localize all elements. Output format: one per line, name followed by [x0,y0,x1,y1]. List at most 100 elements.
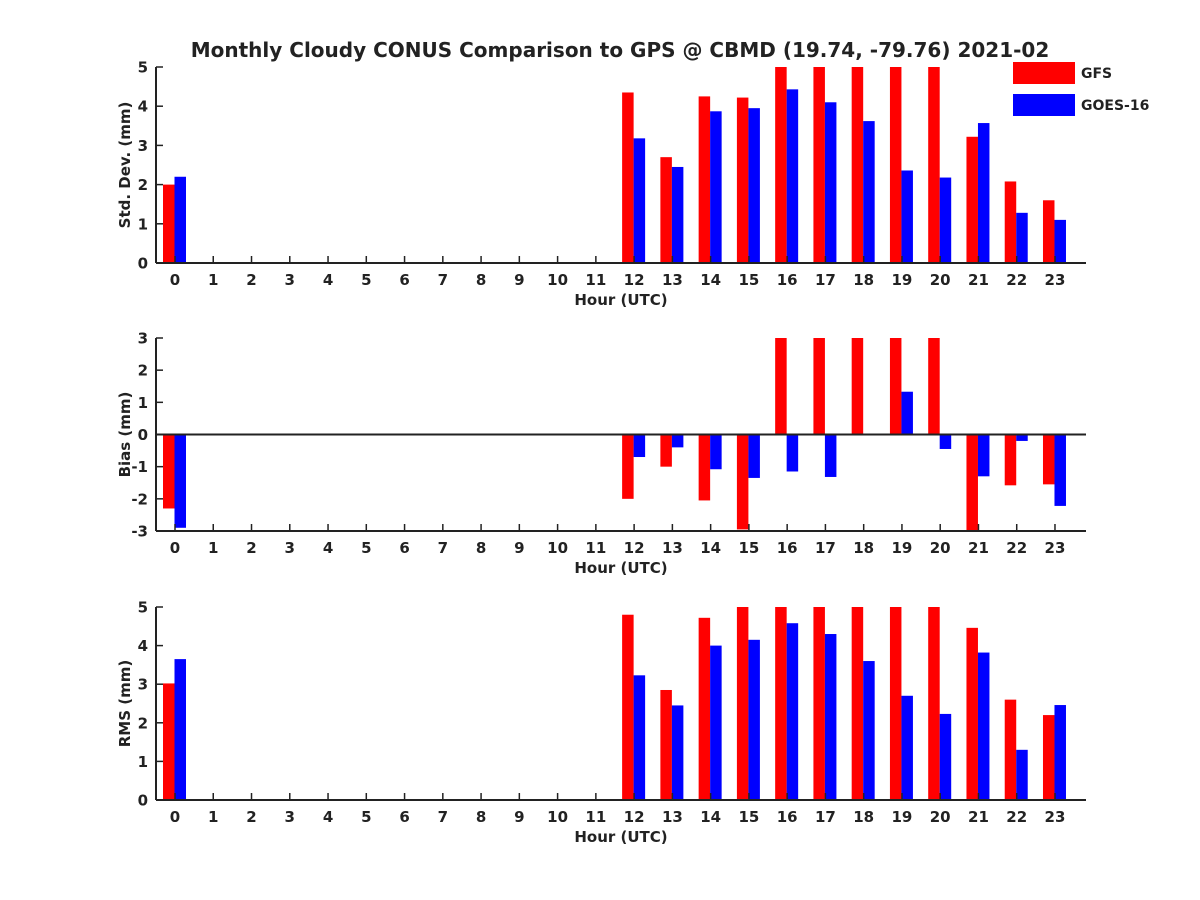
x-tick-label: 6 [399,808,409,826]
x-tick-label: 2 [246,539,256,557]
x-tick-label: 0 [170,539,180,557]
bar-goes-16-hour-23 [1054,705,1066,800]
y-axis-label: Std. Dev. (mm) [116,102,134,229]
x-tick-label: 23 [1045,539,1066,557]
x-tick-label: 14 [700,808,721,826]
x-tick-label: 18 [853,808,874,826]
y-tick-label: -3 [131,523,148,541]
y-axis-label: RMS (mm) [116,660,134,747]
y-tick-label: 1 [138,394,148,412]
y-tick-label: 1 [138,215,148,233]
x-tick-label: 5 [361,808,371,826]
y-tick-label: 2 [138,176,148,194]
bar-goes-16-hour-15 [748,639,760,800]
bar-goes-16-hour-14 [710,434,722,470]
x-tick-label: 2 [246,808,256,826]
bar-goes-16-hour-12 [633,138,646,263]
x-tick-label: 13 [662,271,683,289]
bar-gfs-hour-19 [889,67,902,263]
x-tick-label: 10 [547,271,568,289]
bar-gfs-hour-21 [966,627,978,800]
bar-gfs-hour-15 [736,607,749,800]
bar-goes-16-hour-16 [786,623,799,800]
y-tick-label: 0 [138,426,148,444]
bar-goes-16-hour-19 [901,391,913,435]
x-tick-label: 13 [662,808,683,826]
x-tick-label: 21 [968,539,989,557]
bar-goes-16-hour-18 [863,661,875,800]
y-tick-label: -2 [131,490,148,508]
x-tick-label: 4 [323,271,333,289]
x-tick-label: 8 [476,539,486,557]
x-tick-label: 22 [1006,271,1027,289]
bar-goes-16-hour-22 [1016,749,1028,800]
bar-goes-16-hour-16 [786,89,799,264]
x-tick-label: 3 [285,808,295,826]
x-tick-label: 12 [624,271,645,289]
x-tick-label: 6 [399,539,409,557]
x-axis-label: Hour (UTC) [574,828,667,846]
x-tick-label: 9 [514,808,524,826]
bar-gfs-hour-22 [1004,181,1017,263]
x-tick-label: 8 [476,271,486,289]
x-tick-label: 18 [853,539,874,557]
bar-goes-16-hour-21 [977,652,990,800]
bar-gfs-hour-22 [1004,699,1017,800]
bar-gfs-hour-23 [1042,434,1055,485]
bar-goes-16-hour-23 [1054,219,1066,263]
bar-goes-16-hour-17 [824,634,837,800]
x-tick-label: 14 [700,539,721,557]
bar-gfs-hour-13 [660,689,672,800]
bar-goes-16-hour-22 [1016,212,1028,263]
bar-gfs-hour-15 [736,97,749,264]
x-tick-label: 10 [547,808,568,826]
x-tick-label: 9 [514,271,524,289]
bar-gfs-hour-17 [813,338,825,435]
bar-gfs-hour-18 [851,607,864,800]
x-tick-label: 10 [547,539,568,557]
x-tick-label: 12 [624,539,645,557]
bar-goes-16-hour-15 [748,434,760,478]
bar-goes-16-hour-12 [633,434,646,458]
bar-gfs-hour-14 [698,434,711,501]
y-tick-label: 4 [138,637,148,655]
bar-gfs-hour-16 [775,67,787,263]
bar-goes-16-hour-13 [671,166,684,263]
bar-gfs-hour-19 [889,338,902,435]
bar-goes-16-hour-0 [174,434,186,528]
x-tick-label: 21 [968,808,989,826]
y-tick-label: 4 [138,98,148,116]
y-tick-label: -1 [131,458,148,476]
bar-goes-16-hour-14 [710,111,722,264]
bar-gfs-hour-16 [775,607,787,800]
x-tick-label: 4 [323,808,333,826]
x-tick-label: 14 [700,271,721,289]
y-tick-label: 3 [138,137,148,155]
x-axis-label: Hour (UTC) [574,291,667,309]
bar-gfs-hour-20 [928,607,940,800]
bar-goes-16-hour-16 [786,434,799,472]
bar-goes-16-hour-13 [671,705,684,800]
bar-goes-16-hour-15 [748,108,760,263]
bar-goes-16-hour-14 [710,645,722,800]
bar-goes-16-hour-18 [863,121,875,263]
bar-gfs-hour-0 [163,683,175,800]
x-tick-label: 15 [738,539,759,557]
x-tick-label: 20 [930,539,951,557]
x-tick-label: 12 [624,808,645,826]
bar-goes-16-hour-17 [824,434,837,477]
x-tick-label: 6 [399,271,409,289]
bar-gfs-hour-13 [660,434,672,467]
bar-gfs-hour-21 [966,136,978,263]
bar-goes-16-hour-12 [633,675,646,800]
y-tick-label: 0 [138,792,148,810]
bar-gfs-hour-14 [698,96,711,264]
bar-gfs-hour-23 [1042,715,1055,800]
bar-gfs-hour-21 [966,434,978,531]
bar-goes-16-hour-20 [939,434,952,449]
x-tick-label: 9 [514,539,524,557]
bar-goes-16-hour-0 [174,176,186,263]
